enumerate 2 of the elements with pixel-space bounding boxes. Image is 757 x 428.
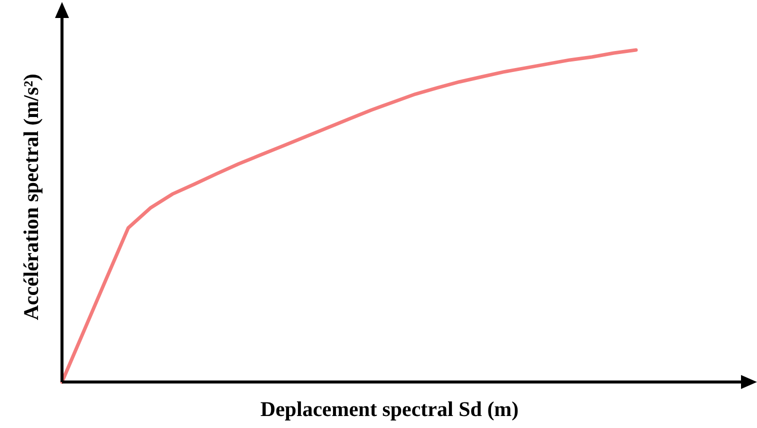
y-axis-title: Accélération spectral (m/s²): [19, 74, 43, 320]
x-axis-title: Deplacement spectral Sd (m): [260, 397, 519, 421]
